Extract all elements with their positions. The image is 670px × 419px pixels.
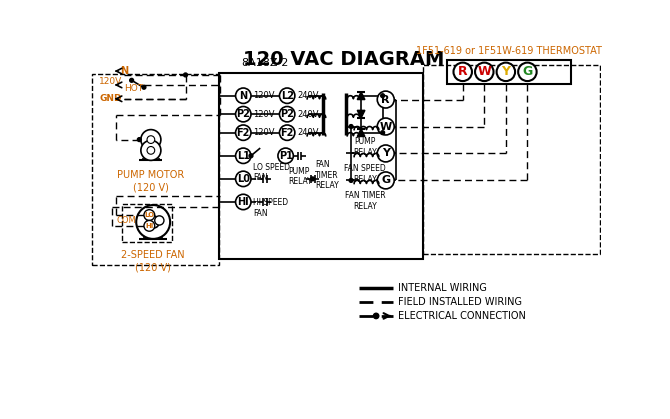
Circle shape [236,125,251,140]
Text: N: N [239,91,247,101]
Circle shape [136,205,170,239]
Text: FAN TIMER
RELAY: FAN TIMER RELAY [344,191,385,211]
Text: G: G [381,176,391,186]
Text: FAN SPEED
RELAY: FAN SPEED RELAY [344,164,386,184]
Text: L1: L1 [237,151,250,161]
Bar [218,72,423,259]
Text: P1: P1 [279,151,293,161]
Circle shape [141,129,161,150]
Circle shape [144,210,155,220]
Circle shape [278,148,293,163]
Text: R: R [381,95,390,105]
Text: 240V: 240V [297,91,319,100]
Bar [92,74,218,265]
Circle shape [141,140,161,160]
Circle shape [184,73,188,77]
Text: F2: F2 [281,128,294,138]
Circle shape [381,94,385,98]
Circle shape [236,148,251,163]
Text: 120V: 120V [253,128,275,137]
Circle shape [475,62,494,81]
Text: Y: Y [501,65,511,78]
Circle shape [137,138,141,142]
Text: 1F51-619 or 1F51W-619 THERMOSTAT: 1F51-619 or 1F51W-619 THERMOSTAT [416,47,602,57]
Circle shape [496,62,515,81]
Circle shape [279,125,295,140]
Circle shape [147,136,155,143]
Circle shape [236,88,251,103]
Text: HI: HI [237,197,249,207]
Text: LO SPEED
FAN: LO SPEED FAN [253,163,290,182]
Text: P2: P2 [280,109,294,119]
Text: COM: COM [117,216,136,225]
Text: LO: LO [144,212,154,218]
Text: PUMP
RELAY: PUMP RELAY [289,166,312,186]
Circle shape [373,313,379,318]
Circle shape [377,91,394,108]
Text: 240V: 240V [297,110,319,119]
Text: HI: HI [145,223,153,229]
Circle shape [236,194,251,210]
Text: 240V: 240V [297,128,319,137]
Circle shape [377,172,394,189]
Circle shape [144,220,155,231]
Circle shape [155,216,164,225]
Bar [123,204,172,242]
Polygon shape [357,110,365,118]
Bar [423,65,600,253]
Text: INTERNAL WIRING: INTERNAL WIRING [398,283,487,293]
Polygon shape [357,92,365,100]
Circle shape [249,154,253,158]
Circle shape [279,106,295,122]
Circle shape [130,78,133,82]
Text: 120V: 120V [253,91,275,100]
Text: 120 VAC DIAGRAM: 120 VAC DIAGRAM [243,50,444,69]
Text: R: R [458,65,468,78]
Text: 120V: 120V [253,110,275,119]
Text: L0: L0 [237,174,250,184]
Text: N: N [120,66,128,76]
Text: W: W [380,122,392,132]
Circle shape [236,171,251,186]
Circle shape [349,178,353,182]
Text: 8A18Z-2: 8A18Z-2 [241,58,289,68]
Text: PUMP
RELAY: PUMP RELAY [353,137,377,157]
Circle shape [349,124,353,129]
Text: P2: P2 [237,109,250,119]
Circle shape [518,62,537,81]
Circle shape [147,216,159,228]
Text: L2: L2 [281,91,293,101]
Text: 120V: 120V [99,78,123,86]
Circle shape [377,145,394,162]
Text: 2-SPEED FAN
(120 V): 2-SPEED FAN (120 V) [121,251,185,272]
Text: Y: Y [382,148,390,158]
Text: HOT: HOT [124,83,143,93]
Circle shape [142,85,146,89]
Circle shape [454,62,472,81]
Text: ELECTRICAL CONNECTION: ELECTRICAL CONNECTION [398,311,526,321]
Text: PUMP MOTOR
(120 V): PUMP MOTOR (120 V) [117,171,184,192]
Circle shape [377,118,394,135]
Circle shape [381,131,385,134]
Text: FAN
TIMER
RELAY: FAN TIMER RELAY [315,160,338,190]
Text: GND: GND [99,94,122,103]
Circle shape [311,177,314,181]
Circle shape [236,106,251,122]
Text: W: W [478,65,491,78]
Circle shape [279,88,295,103]
Polygon shape [357,129,365,137]
Bar [448,59,571,84]
Circle shape [147,147,155,154]
Text: G: G [523,65,533,78]
Text: F2: F2 [237,128,250,138]
Text: HI SPEED
FAN: HI SPEED FAN [253,199,288,218]
Text: FIELD INSTALLED WIRING: FIELD INSTALLED WIRING [398,297,522,307]
